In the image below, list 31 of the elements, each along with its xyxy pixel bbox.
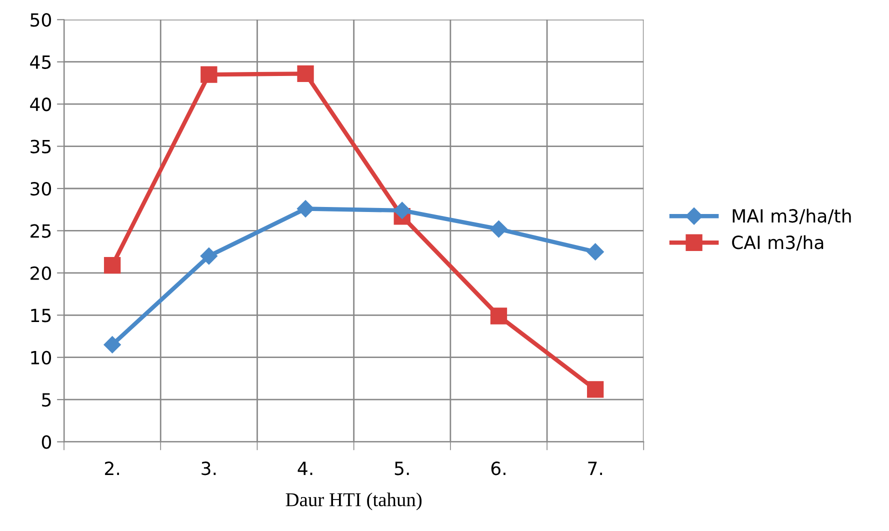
- x-axis-title: Daur HTI (tahun): [286, 492, 422, 510]
- point: [587, 381, 604, 398]
- y-tick-label: 35: [30, 140, 51, 154]
- point: [297, 65, 314, 82]
- x-tick-label: 4.: [298, 462, 312, 475]
- point: [296, 200, 314, 218]
- y-tick-label: 40: [30, 98, 52, 112]
- y-tick-label: 45: [30, 56, 51, 69]
- y-tick-label: 5: [42, 393, 51, 407]
- legend-label: MAI m3/ha/th: [732, 208, 851, 224]
- point: [490, 308, 508, 324]
- x-tick-label: 7.: [588, 462, 602, 475]
- x-tick-label: 5.: [394, 462, 409, 476]
- y-tick-label: 25: [30, 224, 51, 238]
- point: [104, 336, 121, 354]
- point: [586, 243, 604, 260]
- x-tick-label: 3.: [202, 462, 216, 476]
- legend-label: CAI m3/ha: [732, 235, 824, 251]
- y-tick-label: 10: [31, 350, 52, 364]
- point: [104, 257, 121, 274]
- x-tick-label: 6.: [491, 462, 506, 476]
- x-tick-label: 2.: [105, 462, 119, 475]
- point: [394, 202, 411, 220]
- y-tick-label: 15: [31, 308, 51, 322]
- y-tick-label: 50: [30, 13, 52, 27]
- y-tick-label: 0: [42, 435, 52, 449]
- y-tick-label: 30: [30, 182, 52, 196]
- y-tick-label: 20: [30, 266, 52, 280]
- point: [200, 66, 218, 83]
- point: [200, 247, 218, 265]
- point: [490, 220, 508, 238]
